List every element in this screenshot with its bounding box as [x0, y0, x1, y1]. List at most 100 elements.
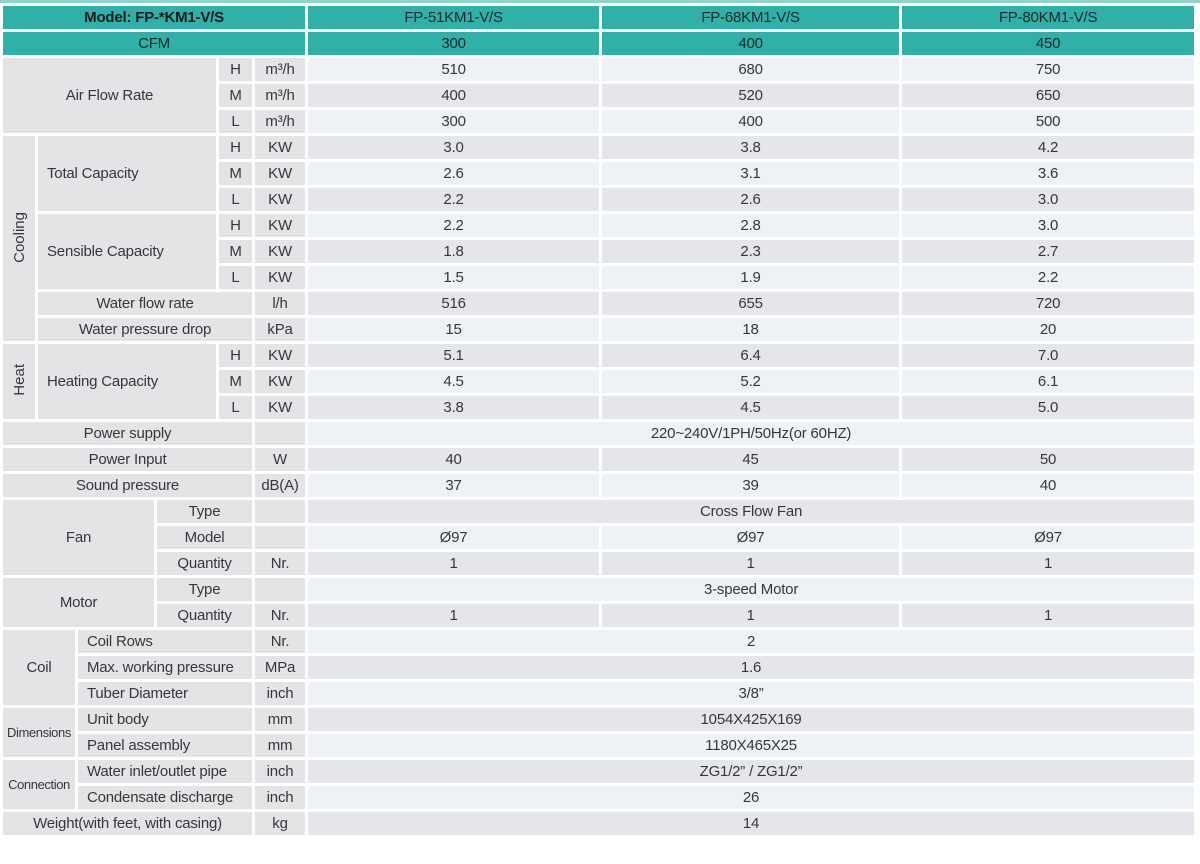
label-cell-type: Type — [157, 578, 252, 601]
value-cell-3-6: 3.6 — [902, 162, 1195, 185]
spec-table-body: Model: FP-*KM1-V/S FP-51KM1-V/S FP-68KM1-V… — [3, 6, 1195, 835]
top-accent-line — [0, 0, 1200, 3]
unit-cell-m-h: m³/h — [255, 110, 306, 133]
unit-cell-mm: mm — [255, 734, 306, 757]
value-cell-1-9: 1.9 — [602, 266, 900, 289]
unit-cell-w: W — [255, 448, 306, 471]
table-row: Quantity Nr. 1 1 1 — [3, 552, 1195, 575]
table-row: Quantity Nr. 1 1 1 — [3, 604, 1195, 627]
header-cell-fp-80km1-v-s: FP-80KM1-V/S — [902, 6, 1195, 29]
label-cell-power-supply: Power supply — [3, 422, 252, 445]
table-row: Cooling Total Capacity H KW 3.0 3.8 4.2 — [3, 136, 1195, 341]
unit-cell-m: M — [219, 240, 252, 263]
unit-cell-kg: kg — [255, 812, 306, 835]
value-cell-400: 400 — [308, 84, 600, 107]
value-cell-97: Ø97 — [308, 526, 600, 549]
category-cell-heat: Heat — [3, 344, 35, 419]
label-cell-condensate-discharge: Condensate discharge — [78, 786, 252, 809]
table-row: L KW 3.8 4.5 5.0 — [3, 396, 1195, 419]
value-cell-516: 516 — [308, 292, 600, 315]
value-cell-39: 39 — [602, 474, 900, 497]
value-cell-97: Ø97 — [902, 526, 1195, 549]
unit-cell-blank — [255, 526, 306, 549]
value-cell-2-7: 2.7 — [902, 240, 1195, 263]
label-cell-panel-assembly: Panel assembly — [78, 734, 252, 757]
unit-cell-kw: KW — [255, 240, 306, 263]
value-cell-2: 2 — [308, 630, 1195, 653]
value-cell-3-1: 3.1 — [602, 162, 900, 185]
unit-cell-m: M — [219, 84, 252, 107]
table-row: Water flow rate l/h 516 655 720 — [3, 292, 1195, 315]
value-cell-97: Ø97 — [602, 526, 900, 549]
label-cell-total-capacity: Total Capacity — [38, 136, 216, 211]
label-cell-model: Model — [157, 526, 252, 549]
unit-cell-nr: Nr. — [255, 604, 306, 627]
unit-cell-inch: inch — [255, 786, 306, 809]
unit-cell-l-h: l/h — [255, 292, 306, 315]
value-cell-zg1-2-zg1-2: ZG1/2” / ZG1/2” — [308, 760, 1195, 783]
value-cell-655: 655 — [602, 292, 900, 315]
label-cell-connection: Connection — [3, 760, 75, 809]
table-row: Motor Type 3-speed Motor — [3, 578, 1195, 627]
unit-cell-kw: KW — [255, 266, 306, 289]
label-cell-unit-body: Unit body — [78, 708, 252, 731]
value-cell-680: 680 — [602, 58, 900, 81]
value-cell-400: 400 — [602, 110, 900, 133]
value-cell-2-6: 2.6 — [308, 162, 600, 185]
unit-cell-h: H — [219, 136, 252, 159]
value-cell-3-0: 3.0 — [902, 188, 1195, 211]
label-cell-water-pressure-drop: Water pressure drop — [38, 318, 252, 341]
label-cell-water-inlet-outlet-pipe: Water inlet/outlet pipe — [78, 760, 252, 783]
value-cell-2-2: 2.2 — [308, 188, 600, 211]
value-cell-300: 300 — [308, 110, 600, 133]
unit-cell-m: M — [219, 370, 252, 393]
unit-cell-blank — [255, 422, 306, 445]
header-cell-fp-51km1-v-s: FP-51KM1-V/S — [308, 6, 600, 29]
header-cell-450: 450 — [902, 32, 1195, 55]
value-cell-2-2: 2.2 — [308, 214, 600, 237]
value-cell-1054x425x169: 1054X425X169 — [308, 708, 1195, 731]
unit-cell-l: L — [219, 188, 252, 211]
header-cell-fp-68km1-v-s: FP-68KM1-V/S — [602, 6, 900, 29]
label-cell-air-flow-rate: Air Flow Rate — [3, 58, 216, 133]
value-cell-3-0: 3.0 — [902, 214, 1195, 237]
unit-cell-blank — [255, 500, 306, 523]
unit-cell-kw: KW — [255, 214, 306, 237]
value-cell-220-240v-1ph-50hz-or-60hz: 220~240V/1PH/50Hz(or 60HZ) — [308, 422, 1195, 445]
unit-cell-mpa: MPa — [255, 656, 306, 679]
table-row: Fan Type Cross Flow Fan — [3, 500, 1195, 575]
table-row: M KW 2.6 3.1 3.6 — [3, 162, 1195, 185]
value-cell-20: 20 — [902, 318, 1195, 341]
table-row: Sound pressure dB(A) 37 39 40 — [3, 474, 1195, 497]
value-cell-3-8: 3.8 — [602, 136, 900, 159]
value-cell-cross-flow-fan: Cross Flow Fan — [308, 500, 1195, 523]
unit-cell-kw: KW — [255, 188, 306, 211]
value-cell-3-0: 3.0 — [308, 136, 600, 159]
label-cell-water-flow-rate: Water flow rate — [38, 292, 252, 315]
value-cell-1: 1 — [602, 552, 900, 575]
label-cell-fan: Fan — [3, 500, 154, 575]
table-row: Max. working pressure MPa 1.6 — [3, 656, 1195, 679]
spec-table: Model: FP-*KM1-V/S FP-51KM1-V/S FP-68KM1-V… — [0, 3, 1197, 838]
label-cell-coil-rows: Coil Rows — [78, 630, 252, 653]
value-cell-500: 500 — [902, 110, 1195, 133]
value-cell-6-1: 6.1 — [902, 370, 1195, 393]
label-cell-power-input: Power Input — [3, 448, 252, 471]
unit-cell-blank — [255, 578, 306, 601]
value-cell-650: 650 — [902, 84, 1195, 107]
unit-cell-nr: Nr. — [255, 630, 306, 653]
unit-cell-kw: KW — [255, 370, 306, 393]
table-row: M KW 1.8 2.3 2.7 — [3, 240, 1195, 263]
unit-cell-kw: KW — [255, 396, 306, 419]
value-cell-6-4: 6.4 — [602, 344, 900, 367]
table-row: Power supply 220~240V/1PH/50Hz(or 60HZ) — [3, 422, 1195, 445]
header-cell-cfm: CFM — [3, 32, 306, 55]
unit-cell-nr: Nr. — [255, 552, 306, 575]
value-cell-1180x465x25: 1180X465X25 — [308, 734, 1195, 757]
label-cell-max-working-pressure: Max. working pressure — [78, 656, 252, 679]
label-cell-tuber-diameter: Tuber Diameter — [78, 682, 252, 705]
label-cell-motor: Motor — [3, 578, 154, 627]
